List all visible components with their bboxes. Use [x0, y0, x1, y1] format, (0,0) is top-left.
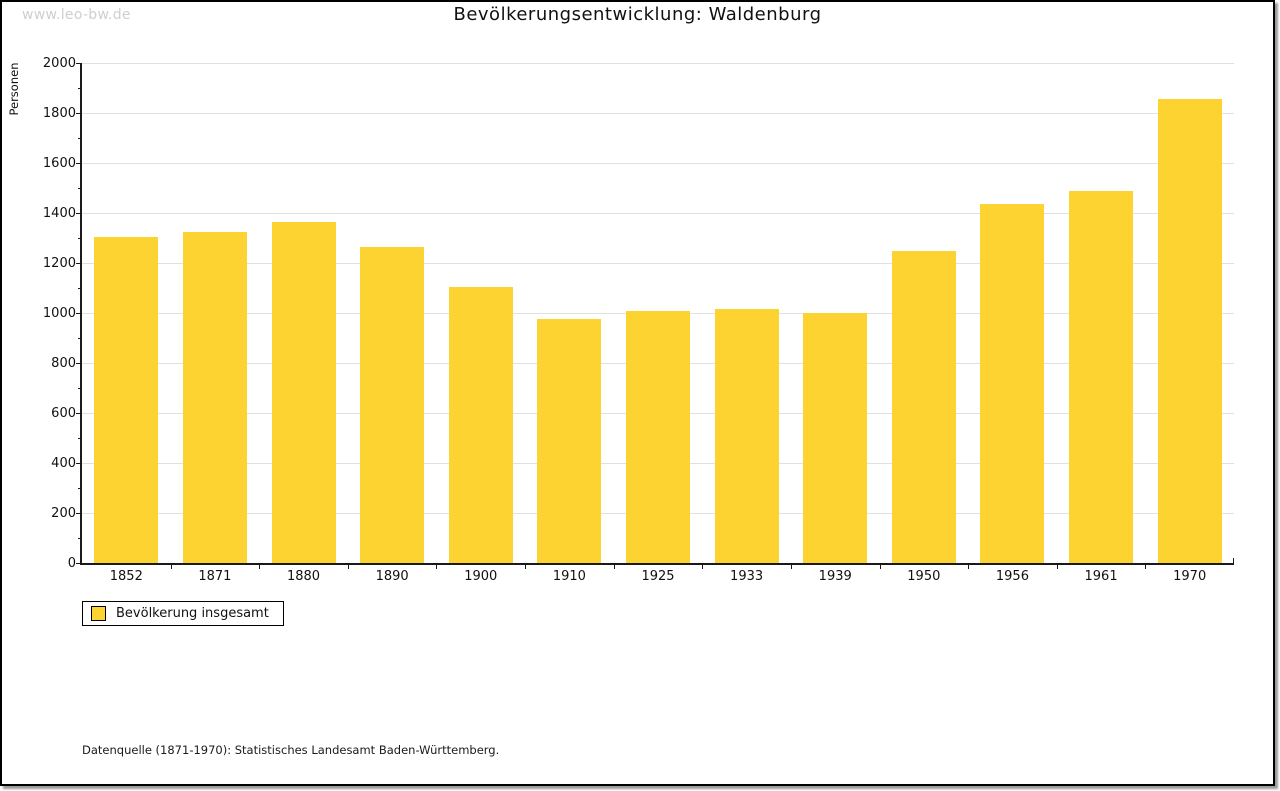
- y-tick-1900: [78, 88, 82, 89]
- bar-1925: [626, 310, 690, 563]
- x-tick-label-1880: 1880: [286, 569, 321, 584]
- x-tick-11: [1056, 563, 1058, 569]
- x-tick-5: [525, 563, 527, 569]
- bar-1939: [803, 313, 868, 563]
- y-tick-2000: [76, 63, 82, 64]
- bar-1900: [448, 286, 513, 563]
- y-tick-1700: [78, 138, 82, 139]
- plot-area: 0 200 400 600 800 1000 1200 1400 1600 1800 2000 185…: [43, 56, 1234, 584]
- bar-1871: [182, 231, 247, 563]
- datasource-line: Datenquelle (1871-1970): Statistisches L…: [82, 743, 500, 757]
- bar-1890: [360, 246, 425, 563]
- y-tick-1800: [76, 113, 82, 114]
- x-tick-label-1852: 1852: [109, 569, 143, 584]
- bar-1950: [891, 250, 956, 563]
- legend-label: Bevölkerung insgesamt: [116, 606, 269, 621]
- x-tick-10: [968, 563, 970, 569]
- gridline-1800: [82, 113, 1234, 114]
- gridline-1600: [82, 163, 1234, 164]
- y-tick-1300: [78, 238, 82, 239]
- x-tick-label-1933: 1933: [730, 569, 764, 584]
- y-tick-600: [76, 413, 82, 414]
- x-tick-label-1910: 1910: [552, 569, 586, 584]
- x-tick-label-1956: 1956: [995, 569, 1029, 584]
- bar-1910: [537, 319, 602, 563]
- legend-swatch: [91, 606, 106, 621]
- y-tick-1100: [78, 288, 82, 289]
- y-tick-400: [76, 463, 82, 464]
- y-tick-1200: [76, 263, 82, 264]
- x-tick-2: [259, 563, 261, 569]
- x-tick-3: [347, 563, 349, 569]
- y-tick-label-1400: 1400: [42, 206, 76, 221]
- y-tick-900: [78, 338, 82, 339]
- bar-1961: [1069, 190, 1134, 563]
- x-tick-label-1961: 1961: [1084, 569, 1118, 584]
- x-tick-4: [436, 563, 438, 569]
- y-tick-800: [76, 363, 82, 364]
- y-tick-1600: [76, 163, 82, 164]
- legend: Bevölkerung insgesamt: [82, 601, 284, 626]
- y-axis-title: Personen: [7, 62, 21, 116]
- page-title: Bevölkerungsentwicklung: Waldenburg: [453, 4, 822, 25]
- bar-1970: [1157, 99, 1222, 563]
- x-tick-6: [613, 563, 615, 569]
- x-tick-7: [702, 563, 704, 569]
- y-tick-0: [76, 563, 82, 564]
- y-tick-label-200: 200: [51, 506, 76, 521]
- y-tick-label-1000: 1000: [42, 306, 76, 321]
- x-tick-1: [170, 563, 172, 569]
- y-tick-500: [78, 438, 82, 439]
- bar-1933: [714, 309, 779, 563]
- watermark: www.leo-bw.de: [22, 7, 131, 23]
- x-tick-label-1970: 1970: [1173, 569, 1207, 584]
- y-tick-1000: [76, 313, 82, 314]
- gridline-1400: [82, 213, 1234, 214]
- x-tick-label-1871: 1871: [198, 569, 232, 584]
- bar-1852: [94, 236, 159, 563]
- y-tick-700: [78, 388, 82, 389]
- y-tick-1500: [78, 188, 82, 189]
- y-tick-1400: [76, 213, 82, 214]
- x-tick-label-1925: 1925: [641, 569, 675, 584]
- y-tick-label-1600: 1600: [42, 156, 76, 171]
- gridline-1200: [82, 263, 1234, 264]
- y-tick-label-400: 400: [51, 456, 76, 471]
- bar-1956: [980, 204, 1045, 563]
- x-axis-endcap: [1233, 558, 1234, 563]
- y-tick-label-800: 800: [51, 356, 76, 371]
- x-tick-9: [879, 563, 881, 569]
- x-tick-12: [1145, 563, 1147, 569]
- y-tick-label-2000: 2000: [42, 56, 76, 71]
- y-tick-label-1800: 1800: [42, 106, 76, 121]
- y-tick-label-0: 0: [67, 556, 76, 571]
- y-tick-label-1200: 1200: [42, 256, 76, 271]
- gridline-2000: [82, 63, 1234, 64]
- x-tick-label-1900: 1900: [464, 569, 498, 584]
- x-tick-label-1890: 1890: [375, 569, 409, 584]
- y-tick-100: [78, 538, 82, 539]
- x-tick-8: [790, 563, 792, 569]
- x-tick-label-1939: 1939: [818, 569, 852, 584]
- y-tick-label-600: 600: [51, 406, 76, 421]
- bar-1880: [271, 221, 336, 563]
- y-tick-300: [78, 488, 82, 489]
- x-tick-label-1950: 1950: [907, 569, 941, 584]
- y-tick-200: [76, 513, 82, 514]
